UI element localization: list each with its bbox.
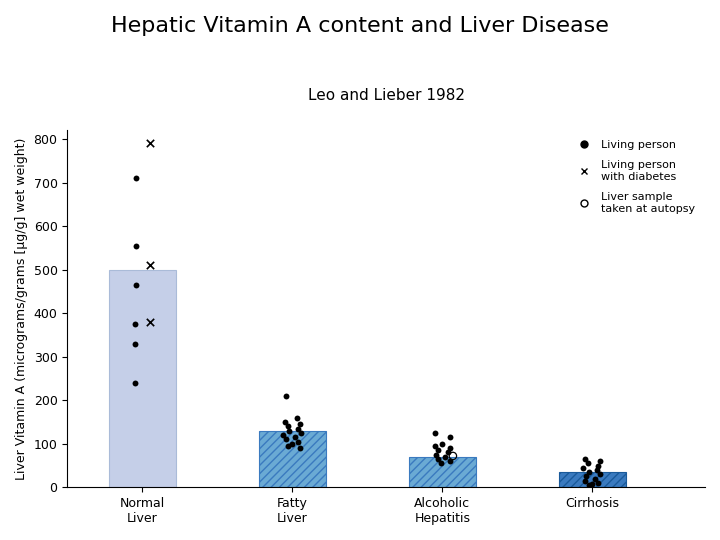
Point xyxy=(593,478,604,487)
Point xyxy=(281,392,292,400)
Point xyxy=(584,468,595,476)
Point xyxy=(292,424,304,433)
Point xyxy=(294,420,305,428)
Point xyxy=(289,433,301,442)
Point xyxy=(130,173,142,182)
Point xyxy=(591,465,603,474)
Point xyxy=(282,442,294,450)
Point xyxy=(429,442,441,450)
Bar xyxy=(258,431,326,487)
Point xyxy=(279,417,291,426)
Point xyxy=(436,440,448,448)
Point xyxy=(287,440,298,448)
Point xyxy=(444,433,456,442)
Point xyxy=(291,413,302,422)
Point xyxy=(581,472,593,481)
Title: Leo and Lieber 1982: Leo and Lieber 1982 xyxy=(307,88,464,103)
Point xyxy=(590,474,601,483)
Point xyxy=(144,261,156,269)
Point xyxy=(429,429,441,437)
Point xyxy=(294,444,305,453)
Point xyxy=(130,281,142,289)
Point xyxy=(431,450,442,459)
Point xyxy=(594,470,606,478)
Y-axis label: Liver Vitamin A (micrograms/grams [µg/g] wet weight): Liver Vitamin A (micrograms/grams [µg/g]… xyxy=(15,138,28,480)
Point xyxy=(587,480,598,488)
Point xyxy=(432,446,444,455)
Point xyxy=(432,455,444,463)
Point xyxy=(130,241,142,250)
Point xyxy=(440,453,451,461)
Point xyxy=(579,455,590,463)
Point xyxy=(278,431,289,440)
Point xyxy=(144,139,156,148)
Point xyxy=(129,320,140,328)
Point xyxy=(444,444,456,453)
Point xyxy=(579,476,590,485)
Point xyxy=(582,459,594,468)
Point xyxy=(584,481,595,489)
Point xyxy=(144,318,156,326)
Text: Hepatic Vitamin A content and Liver Disease: Hepatic Vitamin A content and Liver Dise… xyxy=(111,16,609,36)
Point xyxy=(281,435,292,444)
Point xyxy=(577,463,589,472)
Point xyxy=(443,448,454,457)
Point xyxy=(284,427,295,435)
Bar xyxy=(559,472,626,487)
Point xyxy=(435,459,446,468)
Legend: Living person, Living person
with diabetes, Liver sample
taken at autopsy: Living person, Living person with diabet… xyxy=(569,136,699,218)
Point xyxy=(593,461,604,470)
Point xyxy=(282,422,294,431)
Point xyxy=(594,457,606,465)
Point xyxy=(444,457,456,465)
Point xyxy=(296,429,307,437)
Bar xyxy=(409,457,476,487)
Point xyxy=(129,379,140,387)
Point xyxy=(447,451,459,460)
Point xyxy=(292,437,304,446)
Point xyxy=(129,339,140,348)
Bar xyxy=(109,269,176,487)
